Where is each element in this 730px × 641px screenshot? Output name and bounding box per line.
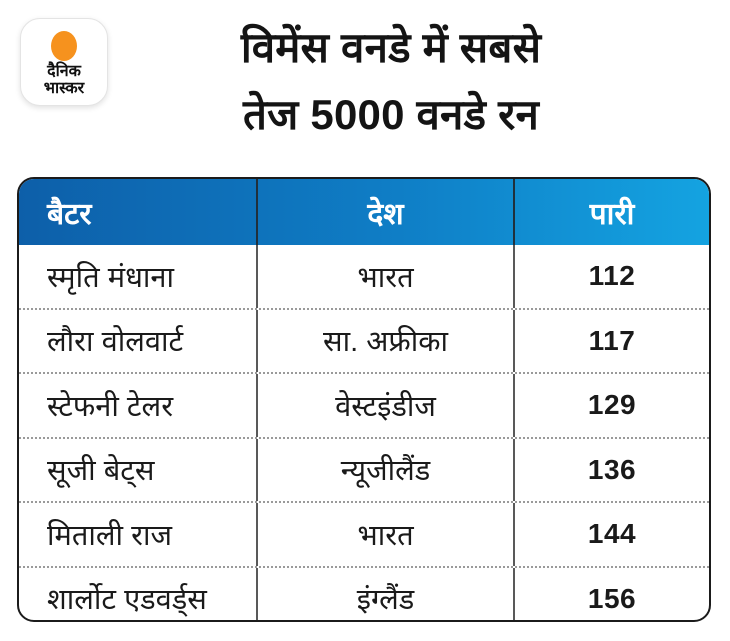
batter-cell: शार्लोट एडवर्ड्स [19,567,258,620]
innings-cell: 117 [588,324,636,356]
table-row: मिताली राज भारत 144 [19,501,709,566]
innings-cell: 129 [587,389,637,421]
country-cell: वेस्टइंडीज [258,374,515,437]
page-title-line1: विमेंस वनडे में सबसे [240,24,542,71]
table-header-row: बैटर देश पारी [19,179,709,245]
country-cell: इंग्लैंड [258,567,515,620]
table-row: शार्लोट एडवर्ड्स इंग्लैंड 156 [19,565,709,620]
logo-text-line2: भास्कर [43,79,85,97]
country-cell: सा. अफ्रीका [258,309,515,372]
innings-cell: 144 [587,518,637,550]
table-row: स्टेफनी टेलर वेस्टइंडीज 129 [19,372,709,437]
batter-cell: स्टेफनी टेलर [19,374,258,437]
masthead: दैनिक भास्कर विमेंस वनडे में सबसे तेज 50… [0,0,730,177]
innings-cell: 112 [588,260,636,292]
column-header-batter: बैटर [19,179,258,245]
dainik-bhaskar-logo: दैनिक भास्कर [20,18,108,106]
country-cell: भारत [258,503,515,566]
table-row: स्मृति मंधाना भारत 112 [19,245,709,308]
innings-cell: 156 [587,582,637,614]
batter-cell: लौरा वोलवार्ट [19,309,258,372]
stats-table: बैटर देश पारी स्मृति मंधाना भारत 112 लौर… [17,177,711,622]
batter-cell: स्मृति मंधाना [19,245,258,308]
innings-cell: 136 [587,453,637,485]
table-row: लौरा वोलवार्ट सा. अफ्रीका 117 [19,307,709,372]
logo-sun-icon [51,30,77,61]
logo-text-line1: दैनिक [47,62,81,80]
page-title: विमेंस वनडे में सबसे तेज 5000 वनडे रन [0,0,730,148]
batter-cell: मिताली राज [19,503,258,566]
column-header-country: देश [258,179,515,245]
country-cell: न्यूजीलैंड [258,438,515,501]
page-title-line2: तेज 5000 वनडे रन [243,91,539,139]
table-row: सूजी बेट्स न्यूजीलैंड 136 [19,436,709,501]
country-cell: भारत [258,245,515,308]
batter-cell: सूजी बेट्स [19,438,258,501]
column-header-innings: पारी [589,197,635,231]
